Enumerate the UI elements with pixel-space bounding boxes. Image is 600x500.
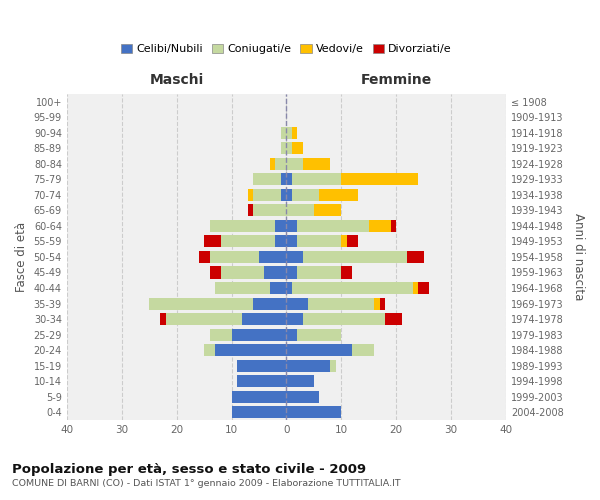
Bar: [341, 236, 347, 248]
Bar: [286, 344, 352, 356]
Bar: [232, 406, 286, 418]
Bar: [166, 313, 242, 325]
Bar: [281, 126, 286, 138]
Bar: [341, 173, 418, 186]
Bar: [298, 220, 369, 232]
Bar: [347, 236, 358, 248]
Bar: [253, 204, 286, 216]
Bar: [298, 328, 341, 340]
Bar: [281, 142, 286, 154]
Bar: [237, 375, 286, 388]
Bar: [253, 298, 286, 310]
Bar: [286, 313, 303, 325]
Bar: [199, 251, 209, 263]
Bar: [275, 236, 286, 248]
Bar: [308, 298, 374, 310]
Text: Femmine: Femmine: [361, 73, 432, 87]
Bar: [391, 220, 396, 232]
Bar: [242, 313, 286, 325]
Bar: [221, 266, 265, 278]
Bar: [160, 313, 166, 325]
Bar: [209, 220, 275, 232]
Y-axis label: Fasce di età: Fasce di età: [15, 222, 28, 292]
Bar: [303, 251, 407, 263]
Bar: [298, 266, 341, 278]
Bar: [232, 328, 286, 340]
Bar: [286, 406, 341, 418]
Bar: [286, 375, 314, 388]
Bar: [292, 126, 298, 138]
Bar: [221, 236, 275, 248]
Bar: [259, 251, 286, 263]
Bar: [418, 282, 429, 294]
Text: Maschi: Maschi: [149, 73, 204, 87]
Bar: [369, 220, 391, 232]
Bar: [292, 282, 413, 294]
Bar: [237, 360, 286, 372]
Bar: [298, 236, 341, 248]
Text: COMUNE DI BARNI (CO) - Dati ISTAT 1° gennaio 2009 - Elaborazione TUTTITALIA.IT: COMUNE DI BARNI (CO) - Dati ISTAT 1° gen…: [12, 479, 401, 488]
Legend: Celibi/Nubili, Coniugati/e, Vedovi/e, Divorziati/e: Celibi/Nubili, Coniugati/e, Vedovi/e, Di…: [118, 40, 455, 58]
Bar: [314, 204, 341, 216]
Bar: [407, 251, 424, 263]
Bar: [413, 282, 418, 294]
Bar: [374, 298, 380, 310]
Bar: [281, 173, 286, 186]
Bar: [385, 313, 402, 325]
Bar: [352, 344, 374, 356]
Bar: [209, 251, 259, 263]
Bar: [292, 142, 303, 154]
Bar: [286, 188, 292, 201]
Bar: [286, 298, 308, 310]
Bar: [265, 266, 286, 278]
Text: Popolazione per età, sesso e stato civile - 2009: Popolazione per età, sesso e stato civil…: [12, 462, 366, 475]
Bar: [204, 236, 221, 248]
Bar: [253, 173, 281, 186]
Bar: [286, 360, 331, 372]
Bar: [292, 188, 319, 201]
Bar: [275, 220, 286, 232]
Bar: [286, 158, 303, 170]
Bar: [232, 391, 286, 403]
Bar: [380, 298, 385, 310]
Bar: [286, 126, 292, 138]
Bar: [286, 251, 303, 263]
Bar: [286, 173, 292, 186]
Bar: [303, 313, 385, 325]
Bar: [149, 298, 253, 310]
Bar: [248, 204, 253, 216]
Bar: [286, 328, 298, 340]
Bar: [281, 188, 286, 201]
Bar: [286, 204, 314, 216]
Bar: [319, 188, 358, 201]
Bar: [275, 158, 286, 170]
Bar: [331, 360, 336, 372]
Bar: [286, 220, 298, 232]
Bar: [292, 173, 341, 186]
Bar: [209, 328, 232, 340]
Bar: [341, 266, 352, 278]
Bar: [286, 236, 298, 248]
Bar: [303, 158, 331, 170]
Bar: [286, 282, 292, 294]
Bar: [286, 391, 319, 403]
Y-axis label: Anni di nascita: Anni di nascita: [572, 214, 585, 300]
Bar: [253, 188, 281, 201]
Bar: [209, 266, 221, 278]
Bar: [215, 282, 270, 294]
Bar: [204, 344, 215, 356]
Bar: [286, 266, 298, 278]
Bar: [270, 282, 286, 294]
Bar: [270, 158, 275, 170]
Bar: [286, 142, 292, 154]
Bar: [215, 344, 286, 356]
Bar: [248, 188, 253, 201]
